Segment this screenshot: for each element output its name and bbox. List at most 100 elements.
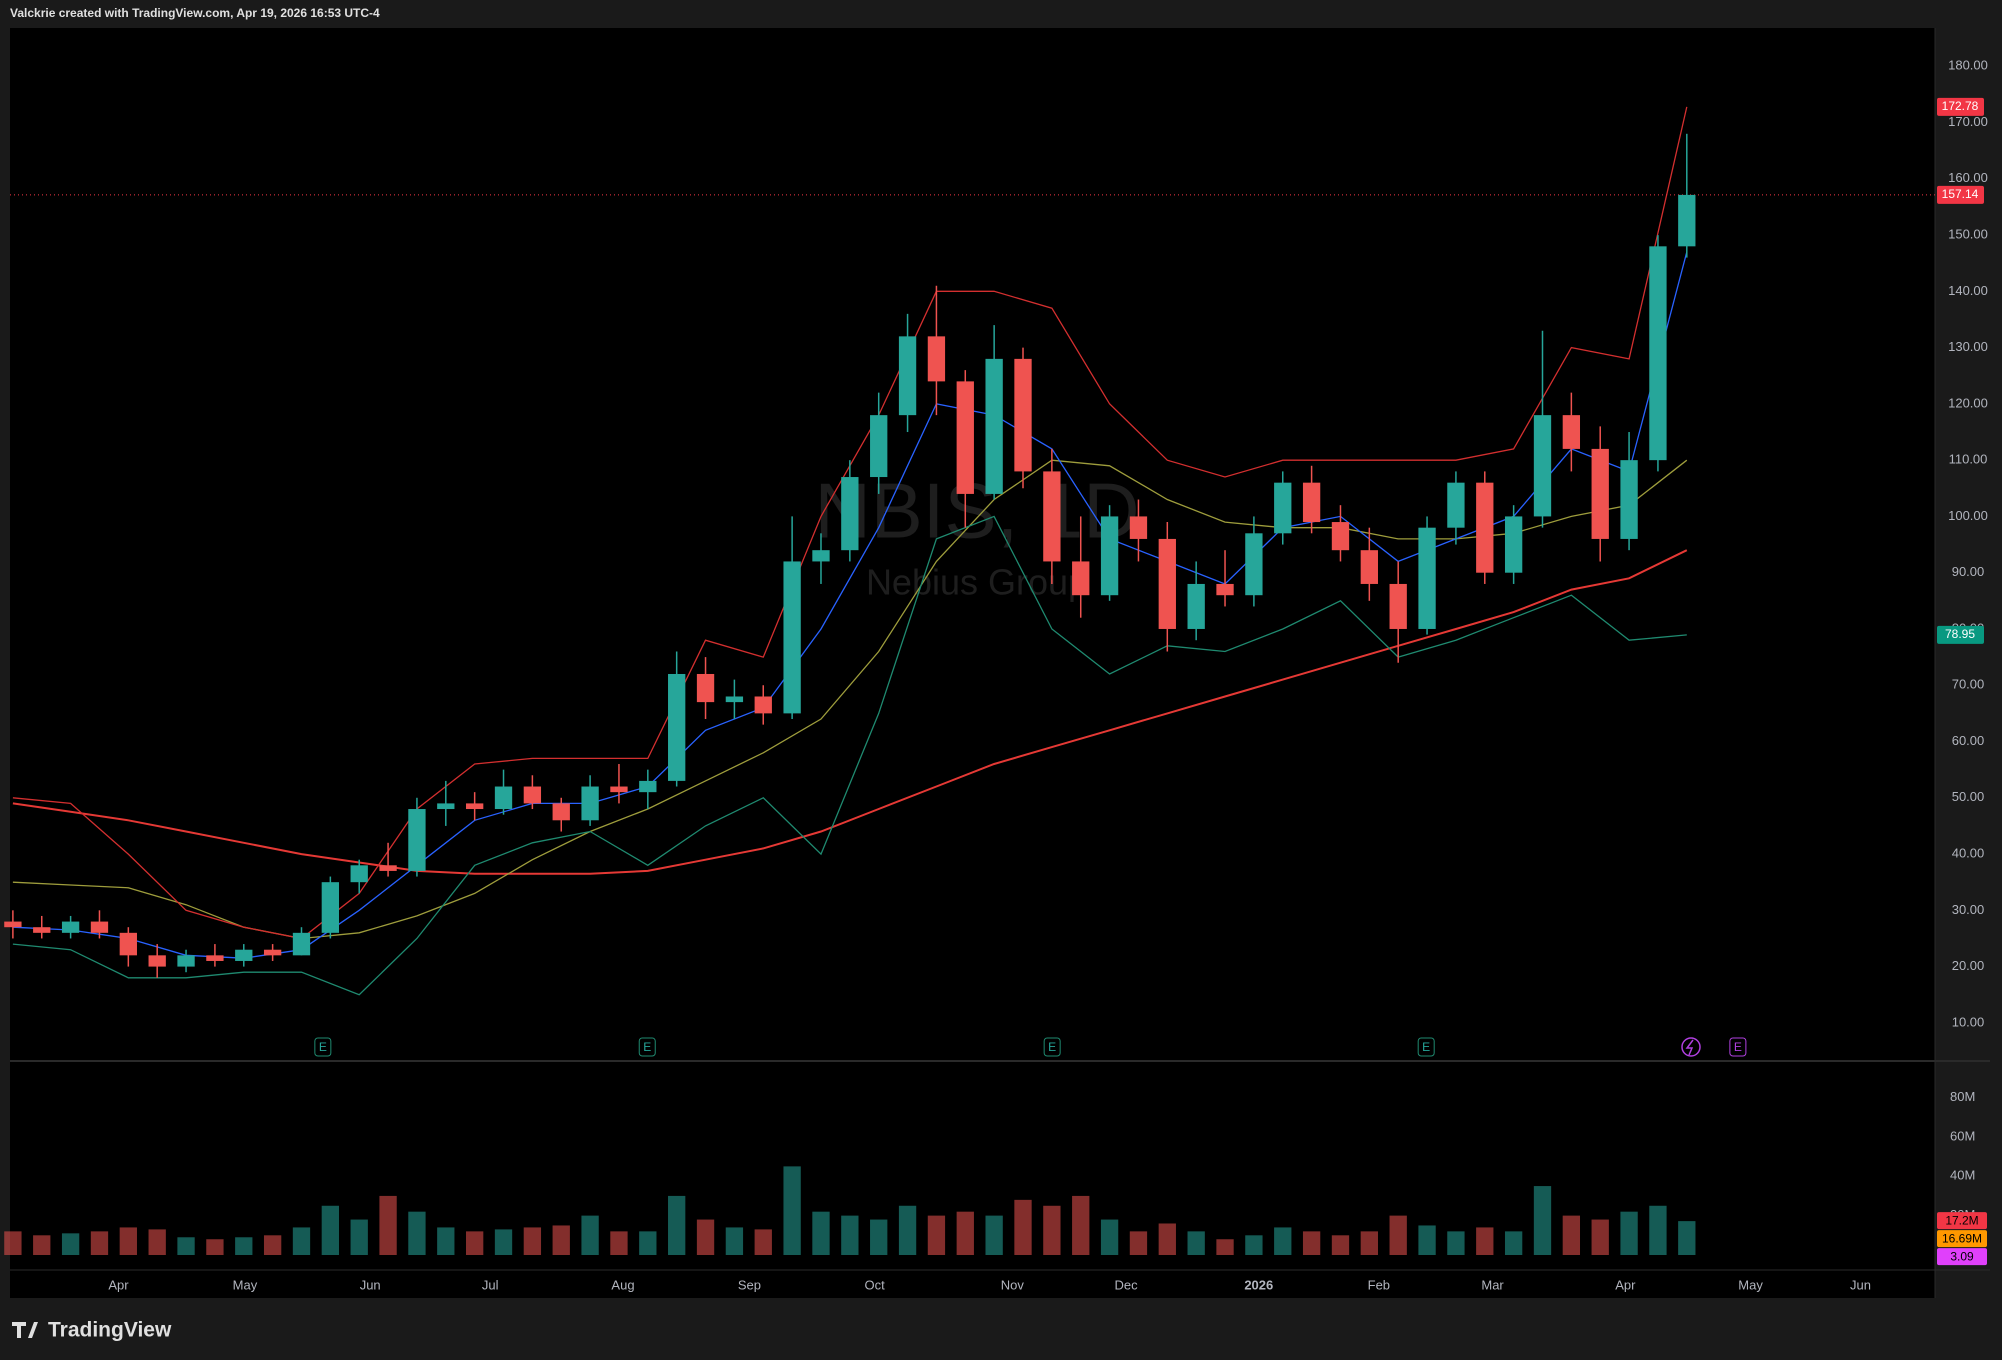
volume-bar xyxy=(177,1237,195,1255)
candle-body xyxy=(90,921,109,933)
y-tick-label: 140.00 xyxy=(1948,283,1988,298)
volume-badge-label: 3.09 xyxy=(1950,1249,1974,1263)
volume-bar xyxy=(1447,1231,1465,1255)
volume-bar xyxy=(754,1229,772,1255)
price-badge xyxy=(1937,97,1984,116)
brand: TradingView xyxy=(48,1319,172,1342)
candle-body xyxy=(1158,538,1176,629)
volume-tick-label: 80M xyxy=(1950,1089,1975,1104)
candle-body xyxy=(841,477,859,551)
event-marker xyxy=(314,1037,332,1057)
volume-bar xyxy=(148,1229,166,1255)
volume-bar xyxy=(956,1211,974,1255)
indicator-line xyxy=(12,515,1687,996)
candle-body xyxy=(465,803,484,810)
volume-badge-label: 17.2M xyxy=(1945,1213,1978,1227)
x-tick-label: Aug xyxy=(611,1277,634,1292)
y-tick-label: 10.00 xyxy=(1952,1014,1985,1029)
volume-bar xyxy=(1678,1221,1696,1255)
volume-tick-label: 60M xyxy=(1950,1128,1975,1143)
candle-body xyxy=(292,932,311,956)
candle-body xyxy=(350,865,368,883)
x-tick-label: May xyxy=(233,1277,258,1292)
candle-body xyxy=(754,696,772,714)
volume-bar xyxy=(1649,1205,1667,1255)
volume-bar xyxy=(581,1215,599,1255)
candle-body xyxy=(783,561,801,714)
volume-bar xyxy=(1043,1205,1061,1255)
y-tick-label: 20.00 xyxy=(1952,958,1985,973)
candle-body xyxy=(1591,448,1609,539)
y-tick-label: 50.00 xyxy=(1952,789,1985,804)
candle-body xyxy=(177,955,195,967)
candle-body xyxy=(1331,522,1350,551)
volume-bar xyxy=(1158,1223,1176,1255)
y-tick-label: 90.00 xyxy=(1952,564,1985,579)
y-tick-label: 170.00 xyxy=(1948,114,1988,129)
candle-body xyxy=(668,673,686,781)
volume-bar xyxy=(321,1205,340,1255)
volume-bar xyxy=(1591,1219,1609,1255)
volume-bar xyxy=(610,1231,628,1255)
volume-tick-label: 40M xyxy=(1950,1168,1975,1183)
brand-logo xyxy=(12,1322,38,1338)
candle-body xyxy=(1447,482,1465,528)
indicator-line xyxy=(12,549,1688,875)
volume-bar xyxy=(379,1195,397,1255)
volume-bar xyxy=(841,1215,859,1255)
candle-body xyxy=(956,381,974,494)
event-label: E xyxy=(319,1040,327,1054)
candle-body xyxy=(927,336,946,382)
volume-bar xyxy=(1418,1225,1436,1255)
candle-body xyxy=(1418,527,1436,629)
volume-bar xyxy=(465,1231,484,1255)
plot-background xyxy=(10,28,1935,1298)
volume-bar xyxy=(206,1239,224,1255)
volume-bar xyxy=(1331,1235,1350,1255)
volume-bar xyxy=(4,1231,22,1255)
price-badge-label: 157.14 xyxy=(1942,187,1979,201)
volume-bar xyxy=(639,1231,657,1255)
candle-body xyxy=(696,673,715,703)
candle-body xyxy=(725,696,744,703)
candle-body xyxy=(1649,246,1667,461)
candle-body xyxy=(985,358,1003,494)
candle-body xyxy=(1562,415,1581,449)
header: Valckrie created with TradingView.com, A… xyxy=(10,6,380,20)
volume-bar xyxy=(1360,1231,1378,1255)
candle-body xyxy=(379,865,397,871)
candle-body xyxy=(1043,471,1061,562)
x-tick-label: Mar xyxy=(1481,1277,1504,1292)
volume-bar xyxy=(1129,1231,1148,1255)
event-label: E xyxy=(1048,1040,1056,1054)
volume-bar xyxy=(1562,1215,1581,1255)
candle-body xyxy=(1533,415,1552,517)
volume-bar xyxy=(985,1215,1003,1255)
x-tick-label: Jun xyxy=(360,1277,381,1292)
event-marker xyxy=(1729,1037,1747,1057)
candle-body xyxy=(61,921,80,933)
candle-body xyxy=(1014,358,1032,472)
candle-body xyxy=(1476,482,1494,573)
candle-body xyxy=(263,949,282,956)
watermark-symbol: NBIS, 1D xyxy=(814,467,1139,555)
volume-bar xyxy=(350,1219,368,1255)
x-tick-label: Jul xyxy=(482,1277,499,1292)
candle-body xyxy=(1389,583,1407,629)
volume-bar xyxy=(90,1231,109,1255)
volume-badge xyxy=(1937,1230,1987,1248)
x-tick-label: 2026 xyxy=(1244,1277,1273,1292)
candle-body xyxy=(437,803,455,810)
volume-bar xyxy=(494,1229,513,1255)
x-tick-label: Sep xyxy=(738,1277,761,1292)
y-tick-label: 60.00 xyxy=(1952,733,1985,748)
candle-body xyxy=(1302,482,1321,523)
candle-body xyxy=(1620,460,1638,539)
volume-bar xyxy=(235,1237,253,1255)
volume-bar xyxy=(927,1215,946,1255)
volume-badge-label: 16.69M xyxy=(1942,1231,1982,1245)
price-badge-label: 78.95 xyxy=(1945,627,1975,641)
y-tick-label: 160.00 xyxy=(1948,170,1988,185)
